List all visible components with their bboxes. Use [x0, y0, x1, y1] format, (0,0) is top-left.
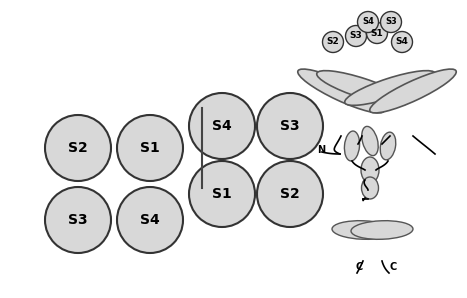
Ellipse shape: [361, 157, 379, 183]
Text: C: C: [390, 262, 397, 272]
Circle shape: [189, 161, 255, 227]
Ellipse shape: [370, 69, 456, 113]
Ellipse shape: [345, 131, 360, 161]
Circle shape: [391, 32, 412, 52]
Circle shape: [45, 115, 111, 181]
Text: S3: S3: [385, 18, 397, 27]
Text: N: N: [317, 145, 325, 155]
Circle shape: [381, 12, 402, 32]
Text: S4: S4: [396, 38, 409, 46]
Circle shape: [257, 93, 323, 159]
Circle shape: [323, 32, 344, 52]
Text: S4: S4: [212, 119, 232, 133]
Circle shape: [45, 187, 111, 253]
Text: S1: S1: [371, 29, 383, 38]
Text: S4: S4: [140, 213, 160, 227]
Text: S3: S3: [350, 32, 362, 41]
Circle shape: [117, 187, 183, 253]
Text: S2: S2: [68, 141, 88, 155]
Text: S3: S3: [280, 119, 300, 133]
Circle shape: [367, 23, 388, 44]
Ellipse shape: [332, 221, 394, 239]
Ellipse shape: [380, 132, 396, 160]
Text: S2: S2: [326, 38, 340, 46]
Circle shape: [189, 93, 255, 159]
Circle shape: [257, 161, 323, 227]
Circle shape: [346, 26, 367, 46]
Text: S1: S1: [140, 141, 160, 155]
Ellipse shape: [345, 71, 435, 105]
Ellipse shape: [361, 177, 378, 199]
Text: S3: S3: [68, 213, 88, 227]
Ellipse shape: [351, 221, 413, 239]
Text: S2: S2: [280, 187, 300, 201]
Circle shape: [117, 115, 183, 181]
Text: C: C: [356, 262, 363, 272]
Ellipse shape: [362, 126, 378, 156]
Ellipse shape: [298, 69, 384, 113]
Circle shape: [358, 12, 378, 32]
Text: S1: S1: [212, 187, 232, 201]
Ellipse shape: [317, 71, 407, 105]
Text: S4: S4: [362, 18, 374, 27]
